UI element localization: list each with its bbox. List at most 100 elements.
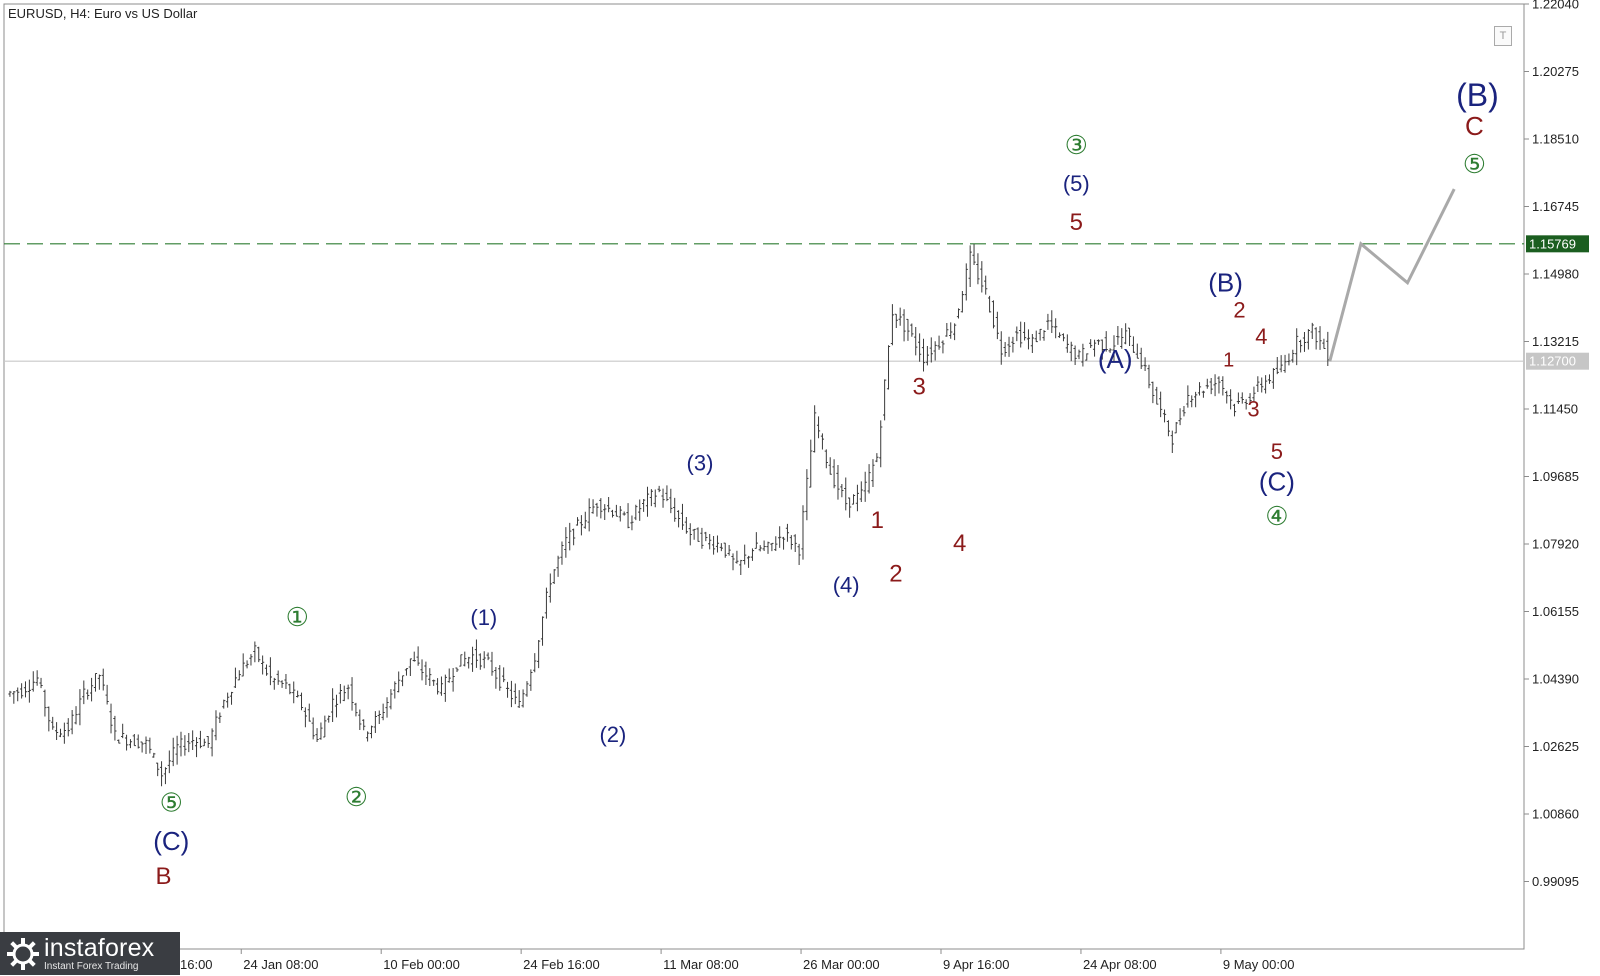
price-bar	[8, 690, 12, 697]
price-bar	[579, 515, 584, 536]
wave-label: 4	[1255, 324, 1267, 349]
price-bar	[268, 657, 273, 686]
price-bar	[883, 379, 887, 421]
price-bar	[1089, 339, 1093, 349]
price-bar	[645, 486, 650, 517]
wave-label: ⑤	[160, 788, 183, 818]
price-bar	[770, 542, 774, 552]
price-bar	[191, 730, 195, 750]
price-bar	[1034, 330, 1038, 343]
price-bar	[132, 734, 136, 747]
time-tick-label: 9 May 00:00	[1223, 957, 1295, 972]
price-tick-label: 1.06155	[1532, 604, 1579, 619]
price-bar	[249, 654, 253, 666]
price-bar	[711, 536, 716, 555]
chart-title: EURUSD, H4: Euro vs US Dollar	[8, 6, 198, 21]
price-bar	[1209, 377, 1213, 395]
price-bar	[505, 681, 510, 698]
price-bar	[144, 736, 148, 754]
price-bar	[844, 477, 848, 511]
time-tick-label: 24 Feb 16:00	[523, 957, 600, 972]
wave-label: (C)	[153, 826, 189, 856]
price-bar	[140, 741, 144, 753]
price-bar	[750, 548, 755, 561]
price-bar	[1178, 408, 1182, 426]
price-bar	[284, 673, 288, 690]
price-bar	[886, 345, 891, 390]
time-tick-label: 9 Apr 16:00	[943, 957, 1010, 972]
price-bar	[467, 656, 471, 669]
price-bar	[1061, 333, 1066, 342]
price-bar	[836, 465, 840, 500]
logo-name: instaforex	[44, 933, 155, 962]
price-bar	[879, 420, 883, 468]
price-bar	[875, 453, 879, 463]
price-bar	[572, 528, 576, 546]
price-bar	[634, 504, 638, 521]
price-bar	[264, 664, 269, 676]
price-bar	[1116, 326, 1120, 345]
price-bar	[20, 683, 24, 699]
price-bar	[447, 668, 451, 683]
forecast-path	[1328, 188, 1456, 362]
price-bar	[778, 526, 782, 548]
price-bar	[797, 543, 801, 565]
price-axis: 1.22040 1.20275 1.18510 1.16745 1.14980 1.132…	[1524, 0, 1579, 889]
price-bar	[813, 405, 817, 453]
price-bar	[89, 677, 94, 702]
price-bar	[23, 681, 28, 698]
price-bar	[175, 735, 179, 765]
price-bar	[373, 711, 377, 733]
price-bar	[136, 734, 140, 749]
price-bar	[649, 489, 653, 507]
trade-panel-button[interactable]: T	[1494, 26, 1512, 46]
price-bar	[871, 459, 875, 487]
price-tick-label: 1.14980	[1532, 267, 1579, 282]
price-bar	[1120, 328, 1124, 349]
price-tick-label: 1.04390	[1532, 672, 1579, 687]
wave-label: 4	[953, 530, 966, 557]
wave-label: ①	[286, 602, 309, 632]
price-bar	[1244, 399, 1248, 410]
price-bar	[746, 555, 751, 568]
price-bar	[1318, 326, 1322, 350]
price-bar	[245, 660, 249, 669]
price-tick-label: 1.20275	[1532, 64, 1579, 79]
price-bar	[1217, 376, 1221, 394]
price-bar	[1310, 322, 1314, 339]
price-bar	[439, 676, 444, 696]
price-bar	[700, 527, 704, 549]
price-bar	[972, 244, 976, 265]
price-tick-label: 1.11450	[1532, 402, 1578, 417]
time-tick-label: 24 Jan 08:00	[243, 957, 318, 972]
price-bar	[727, 545, 731, 556]
price-bar	[1124, 323, 1128, 345]
wave-label: 2	[889, 561, 902, 588]
price-bar	[148, 737, 152, 754]
wave-label: (B)	[1456, 77, 1499, 113]
price-bar	[1151, 381, 1155, 404]
price-bar	[194, 737, 199, 758]
price-bar	[719, 543, 723, 552]
price-bar	[953, 323, 957, 341]
price-bar	[1159, 391, 1163, 418]
price-tick-label: 1.02625	[1532, 739, 1579, 754]
price-bar	[1205, 378, 1209, 389]
price-bar	[1271, 368, 1275, 389]
price-bar	[206, 736, 210, 748]
price-bar	[855, 484, 860, 512]
price-bar	[894, 313, 898, 328]
price-bar	[105, 684, 109, 705]
price-bar	[1283, 354, 1287, 373]
price-tick-label: 1.18510	[1532, 132, 1579, 147]
price-bar	[490, 651, 494, 676]
level-badge-box	[1526, 235, 1589, 253]
price-bar	[669, 488, 673, 514]
price-bar	[128, 739, 133, 749]
price-bar	[389, 689, 393, 710]
price-bar	[925, 346, 929, 366]
price-bar	[152, 752, 156, 758]
price-bar	[171, 737, 175, 767]
price-bar	[513, 683, 517, 705]
